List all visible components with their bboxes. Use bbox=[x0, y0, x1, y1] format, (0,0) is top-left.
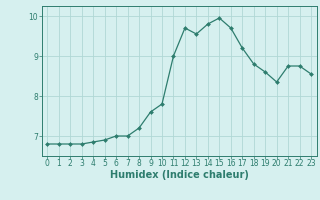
X-axis label: Humidex (Indice chaleur): Humidex (Indice chaleur) bbox=[110, 170, 249, 180]
